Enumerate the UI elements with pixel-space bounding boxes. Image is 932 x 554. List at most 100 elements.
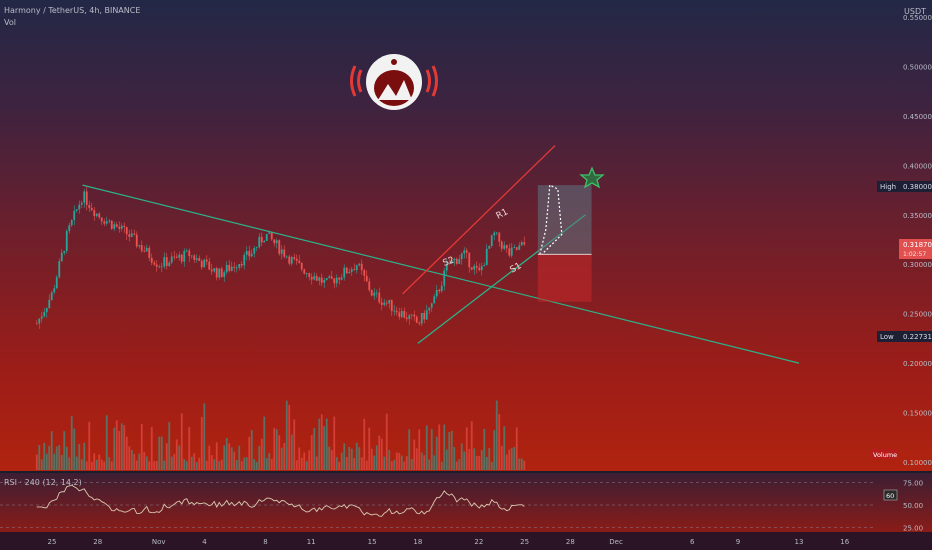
candle-body (345, 267, 348, 274)
candle-body (55, 277, 58, 289)
price-axis[interactable]: 0.55000 0.50000 0.45000 0.40000 0.35000 0.300… (903, 14, 932, 467)
volume-bar (415, 448, 418, 470)
volume-bar (358, 447, 361, 470)
candle-body (383, 302, 386, 305)
volume-legend[interactable]: Vol (4, 18, 16, 27)
volume-bar (170, 456, 173, 470)
volume-bar (45, 453, 48, 470)
volume-bar (405, 456, 408, 470)
volume-bar (330, 450, 333, 470)
volume-bar (158, 436, 161, 470)
candle-body (375, 292, 378, 294)
volume-bar (423, 455, 426, 470)
position-stop-zone[interactable] (537, 254, 592, 302)
candle-body (320, 277, 323, 283)
candle-body (238, 263, 241, 268)
volume-bar (193, 453, 196, 470)
channel-upper-line[interactable] (402, 145, 556, 295)
candle-body (173, 256, 176, 258)
candle-body (335, 277, 338, 284)
volume-bar (93, 453, 96, 470)
volume-bar (43, 442, 46, 470)
candle-body (78, 204, 81, 210)
x-tick-label: 25 (48, 538, 57, 546)
candle-body (380, 302, 383, 305)
y-tick-label: 0.25000 (903, 311, 932, 319)
candle-body (485, 248, 488, 266)
candle-body (188, 250, 191, 257)
rsi-value-badge: 60 (883, 489, 898, 501)
candle-body (453, 258, 456, 261)
y-tick-label: 0.40000 (903, 162, 932, 170)
symbol-title[interactable]: Harmony / TetherUS, 4h, BINANCE (4, 6, 141, 15)
volume-bar (365, 460, 368, 470)
candle-body (110, 220, 113, 229)
descending-trendline[interactable] (82, 184, 800, 364)
volume-bar (300, 457, 303, 470)
volume-bar (353, 458, 356, 470)
volume-bar (125, 436, 128, 470)
candle-body (83, 191, 86, 203)
candle-body (158, 266, 161, 268)
candle-body (403, 311, 406, 318)
volume-bar (388, 449, 391, 470)
candle-body (515, 247, 518, 250)
candle-body (433, 296, 436, 304)
candle-body (258, 236, 261, 248)
volume-bar (90, 461, 93, 470)
time-axis[interactable]: 25 28 Nov 4 8 11 15 18 22 25 28 Dec 6 9 13 16 (48, 538, 850, 546)
volume-bar (165, 443, 168, 470)
volume-bar (490, 461, 493, 470)
volume-bar (68, 457, 71, 470)
volume-bar (140, 423, 143, 470)
volume-bar (55, 446, 58, 470)
rsi-legend[interactable]: RSI · 240 (12, 14.2) (4, 478, 82, 487)
volume-bar (258, 446, 261, 470)
volume-bar (283, 442, 286, 470)
volume-bar (360, 457, 363, 470)
candle-body (290, 257, 293, 264)
volume-bar (128, 446, 131, 470)
svg-text:Low: Low (880, 333, 894, 341)
candle-body (43, 312, 46, 317)
volume-bar (98, 454, 101, 470)
candle-body (150, 257, 153, 263)
candle-body (313, 276, 316, 280)
volume-bar (263, 416, 266, 470)
volume-bar (173, 454, 176, 470)
svg-text:High: High (880, 183, 896, 191)
volume-bar (428, 459, 431, 470)
candle-body (490, 235, 493, 246)
volume-bar (220, 459, 223, 470)
position-target-zone[interactable] (537, 185, 592, 255)
candle-body (170, 256, 173, 263)
volume-bar (238, 445, 241, 470)
candle-body (255, 247, 258, 249)
candle-body (225, 264, 228, 273)
candle-body (88, 204, 91, 208)
volume-bar (348, 446, 351, 470)
volume-bar (483, 428, 486, 470)
volume-bar (385, 413, 388, 470)
volume-bar (163, 460, 166, 470)
candle-body (310, 276, 313, 280)
volume-bar (113, 427, 116, 470)
candle-body (343, 267, 346, 278)
candle-body (450, 260, 453, 264)
candle-body (420, 312, 423, 324)
candle-body (178, 254, 181, 258)
volume-bar (468, 448, 471, 470)
volume-bar (215, 442, 218, 470)
rsi-tick-label: 50.00 (903, 502, 923, 510)
volume-bar (268, 453, 271, 470)
volume-bar (148, 461, 151, 470)
candle-body (245, 251, 248, 255)
volume-bar (218, 461, 221, 470)
volume-bar (105, 415, 108, 470)
candle-body (160, 266, 163, 268)
candle-body (103, 221, 106, 224)
candle-body (98, 213, 101, 218)
volume-bar (120, 423, 123, 470)
candle-body (75, 209, 78, 211)
